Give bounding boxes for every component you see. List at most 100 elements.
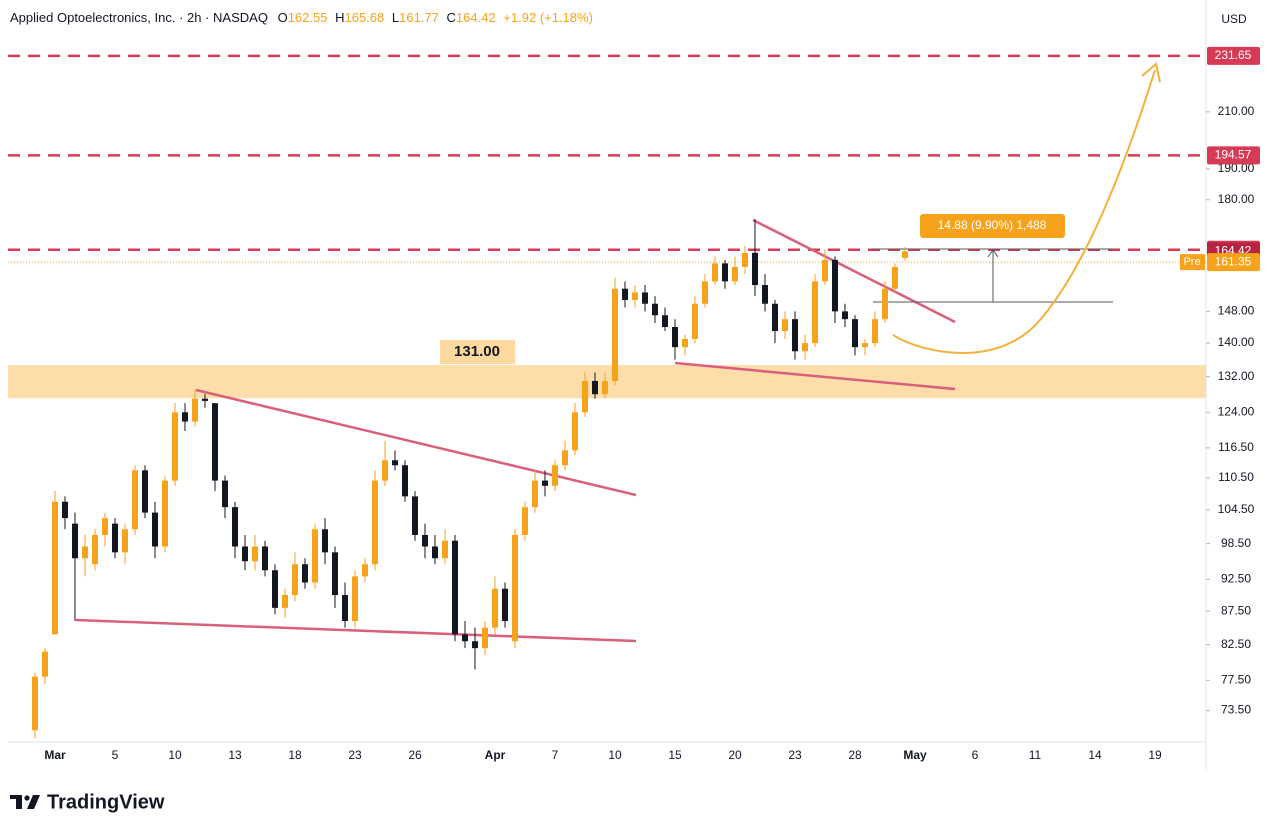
ohlc-key: H (335, 10, 344, 25)
x-tick-label: Apr (485, 748, 506, 762)
candle-body (502, 588, 508, 621)
premarket-price-label-box (1207, 253, 1260, 272)
level-label: 194.57 (1215, 148, 1252, 162)
y-tick-label: 82.50 (1221, 637, 1251, 651)
candle-body (812, 281, 818, 344)
candle-body (742, 252, 748, 267)
candle-body (612, 288, 618, 381)
ohlc-key: L (392, 10, 399, 25)
x-tick-label: 23 (348, 748, 362, 762)
ohlc-key: C (447, 10, 456, 25)
candle-body (542, 480, 548, 486)
candle-body (652, 303, 658, 316)
candle-body (232, 507, 238, 547)
open-value: 162.55 (288, 10, 328, 25)
x-tick-label: 28 (848, 748, 862, 762)
projection-arrow (892, 69, 1156, 354)
candle-body (892, 266, 898, 289)
candle-body (252, 546, 258, 562)
candle-body (172, 412, 178, 481)
y-tick-label: 110.50 (1218, 470, 1254, 484)
y-tick-label: 116.50 (1218, 440, 1254, 454)
symbol-title: Applied Optoelectronics, Inc. · 2h · NAS… (10, 10, 268, 25)
y-tick-label: 98.50 (1221, 536, 1251, 550)
x-tick-label: 7 (552, 748, 559, 762)
x-tick-label: 10 (608, 748, 622, 762)
trend-line (752, 218, 956, 324)
y-tick-label: 92.50 (1221, 572, 1251, 586)
candle-body (222, 480, 228, 508)
y-tick-label: 104.50 (1218, 502, 1255, 516)
candle-body (692, 303, 698, 340)
candle-body (762, 285, 768, 304)
candle-body (122, 529, 128, 553)
candle-body (162, 480, 168, 547)
premarket-tag: Pre (1183, 256, 1200, 268)
candle-body (202, 398, 208, 401)
x-tick-label: 23 (788, 748, 802, 762)
x-tick-label: Mar (44, 748, 66, 762)
candle-body (492, 588, 498, 628)
trend-line (75, 618, 637, 643)
drawings: 14.88 (9.90%) 1,488 (75, 62, 1161, 643)
candle-body (282, 595, 288, 608)
candle-body (752, 252, 758, 286)
candle-body (882, 288, 888, 320)
y-tick-label: 124.00 (1218, 404, 1255, 418)
x-tick-label: 15 (668, 748, 682, 762)
candle-body (332, 552, 338, 596)
candle-body (782, 319, 788, 331)
candle-body (292, 564, 298, 596)
candle-body (532, 480, 538, 508)
candle-body (72, 523, 78, 559)
tradingview-logo (10, 795, 40, 809)
trend-line (674, 361, 956, 391)
candle-body (372, 480, 378, 565)
x-tick-label: 14 (1088, 748, 1102, 762)
candle-body (382, 460, 388, 481)
candle-body (712, 263, 718, 282)
candle-body (632, 292, 638, 300)
low-value: 161.77 (399, 10, 439, 25)
close-value: 164.42 (456, 10, 496, 25)
x-tick-label: 6 (972, 748, 979, 762)
candle-body (732, 266, 738, 282)
candle-body (112, 523, 118, 553)
x-tick-label: 13 (228, 748, 242, 762)
measure-box (920, 214, 1065, 238)
candle-body (322, 529, 328, 553)
y-tick-label: 140.00 (1218, 335, 1255, 349)
candle-body (512, 534, 518, 642)
y-tick-label: 73.50 (1221, 703, 1251, 717)
x-tick-label: 5 (112, 748, 119, 762)
candle-body (62, 501, 68, 519)
candle-body (902, 251, 908, 258)
change-value: +1.92 (+1.18%) (503, 10, 593, 25)
candle-body (872, 319, 878, 344)
level-label: 231.65 (1215, 48, 1252, 62)
x-tick-label: 26 (408, 748, 422, 762)
candle-body (52, 501, 58, 635)
candle-body (472, 641, 478, 649)
candle-body (42, 651, 48, 677)
candle-body (852, 319, 858, 348)
candle-body (242, 546, 248, 562)
ohlc-key: O (278, 10, 288, 25)
axes: 210.00 190.00 180.00 148.00 140.00 132.00 124.… (44, 46, 1260, 762)
candle-body (92, 534, 98, 565)
candle-body (672, 327, 678, 348)
candle-body (132, 470, 138, 530)
candle-body (522, 507, 528, 535)
premarket-price-label: 161.35 (1215, 254, 1252, 268)
x-tick-label: 11 (1029, 748, 1042, 762)
candle-body (832, 259, 838, 312)
candle-body (572, 412, 578, 451)
candle-body (722, 263, 728, 282)
candle-body (482, 627, 488, 649)
candle-body (862, 343, 868, 348)
candle-body (792, 319, 798, 352)
high-value: 165.68 (344, 10, 384, 25)
candle-body (462, 634, 468, 642)
candle-body (152, 512, 158, 547)
